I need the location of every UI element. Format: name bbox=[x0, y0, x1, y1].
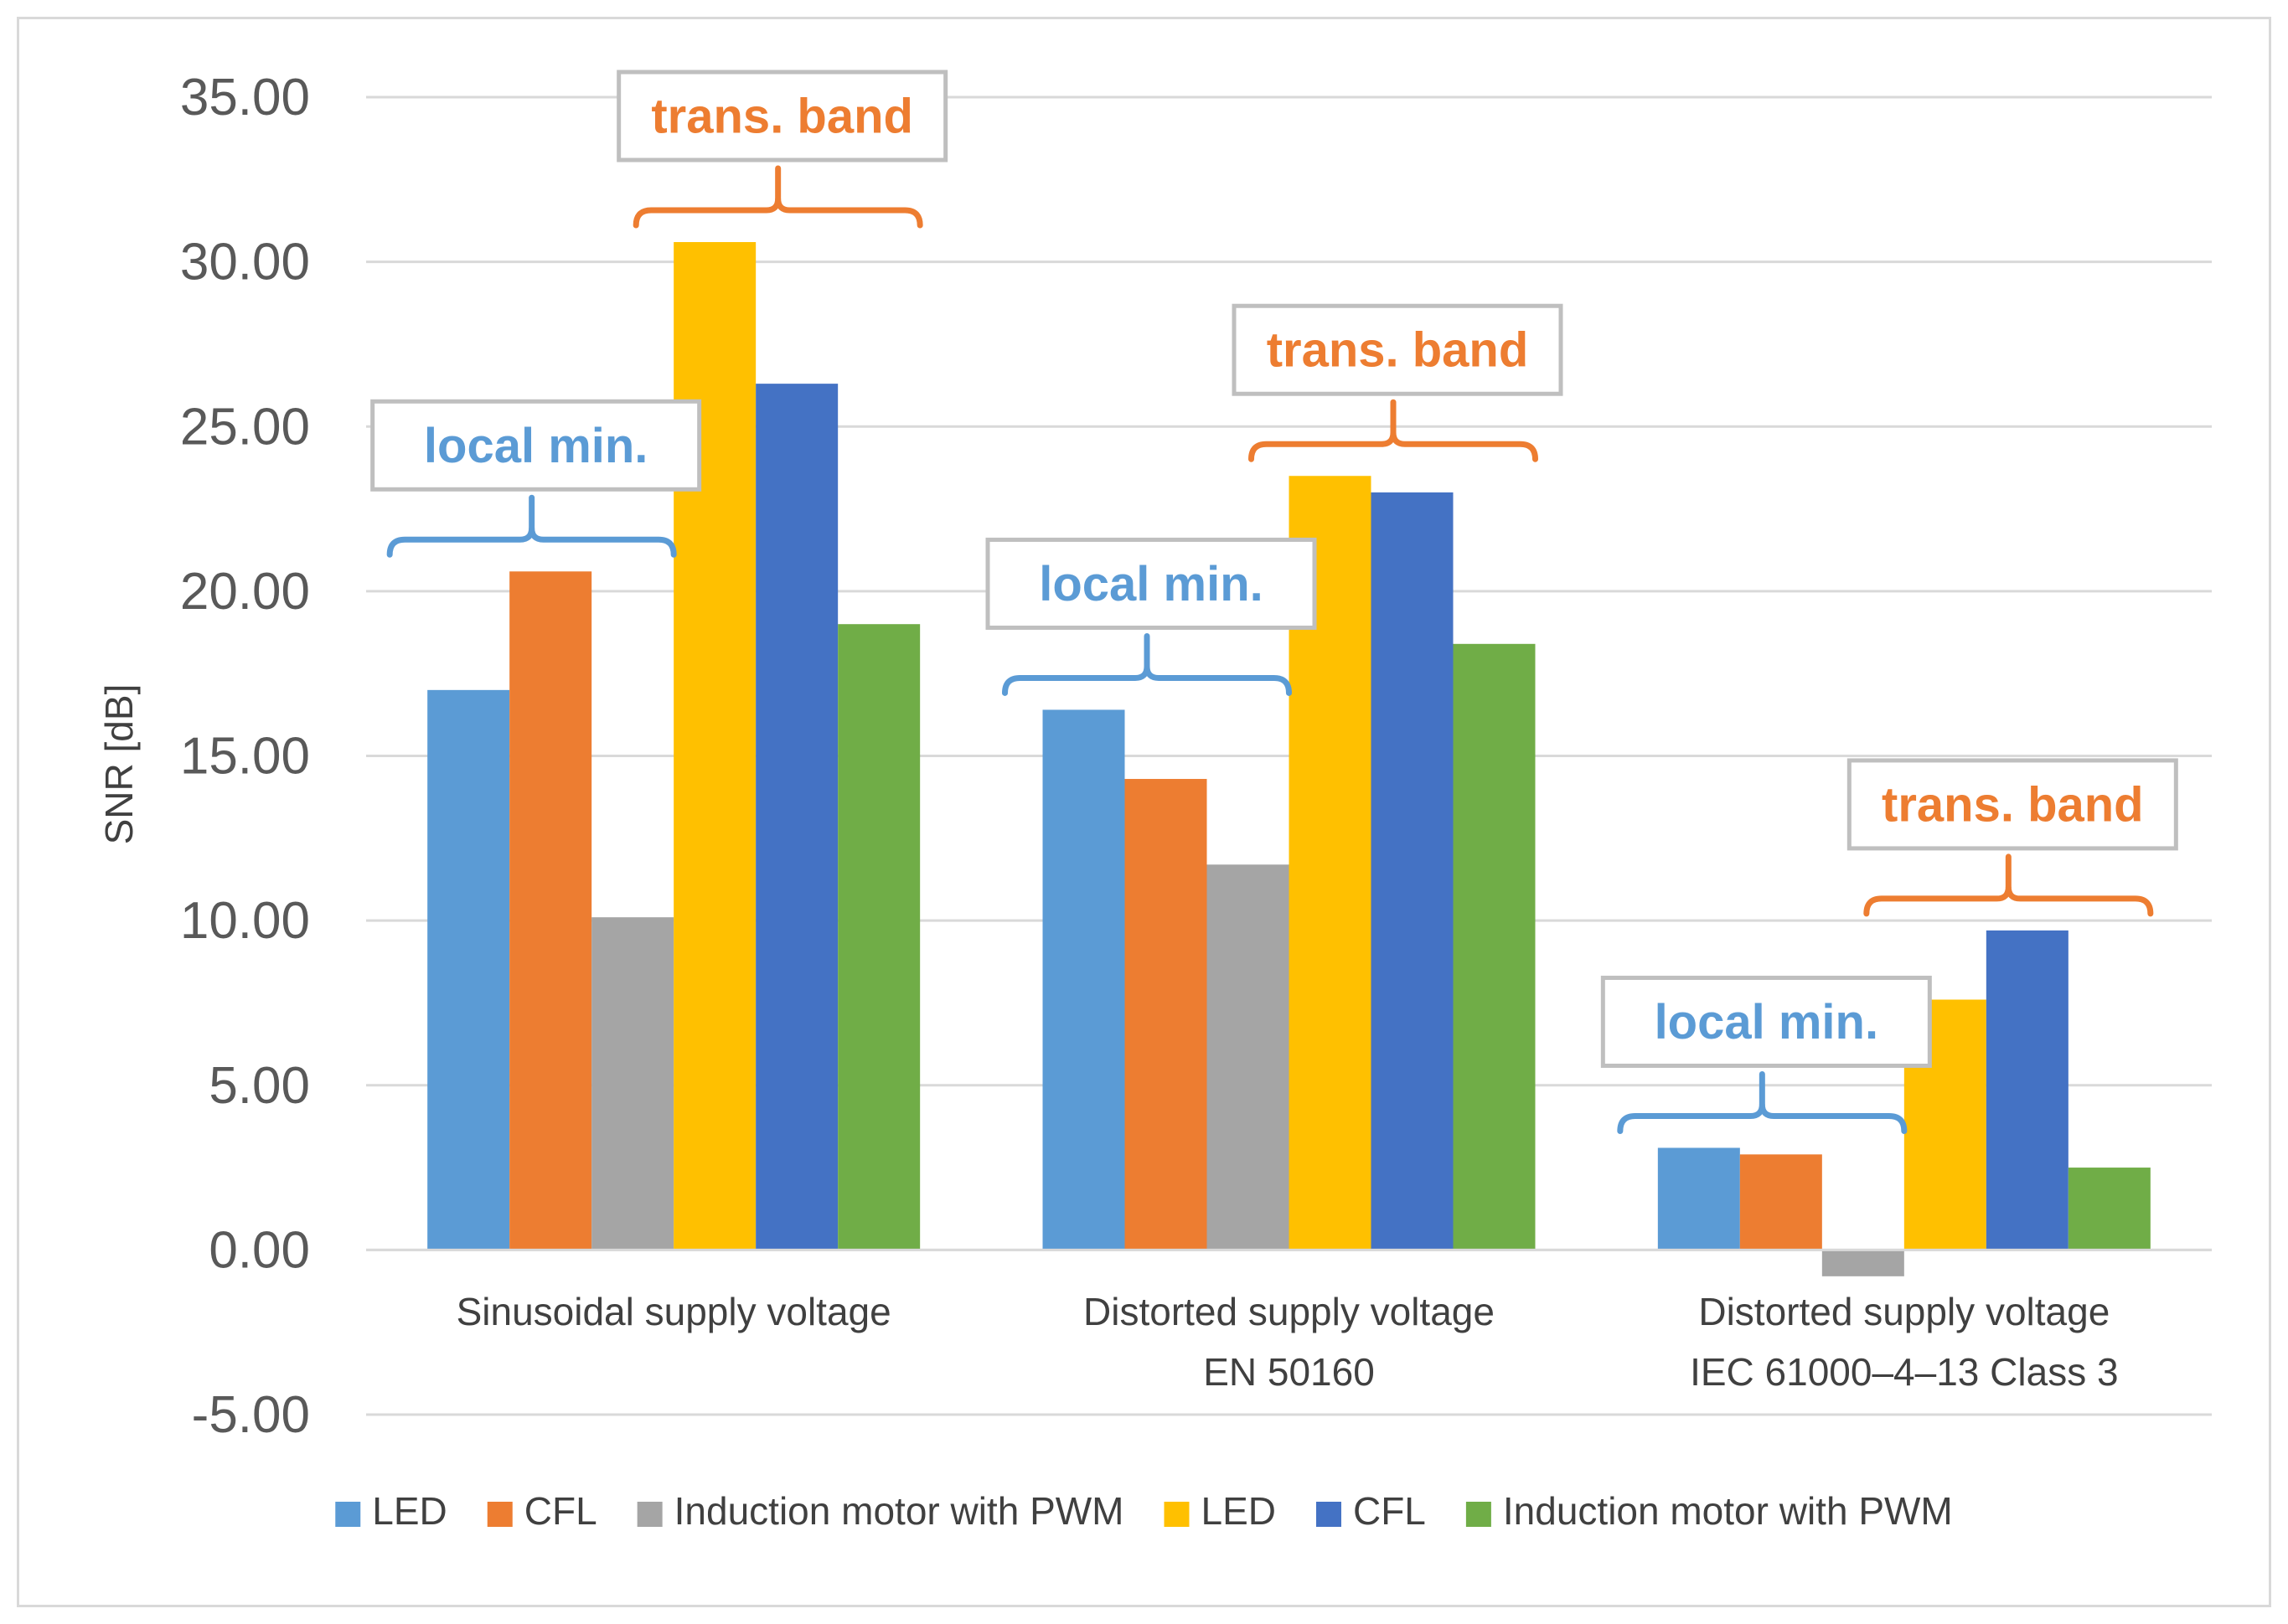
x-category-label: Distorted supply voltage bbox=[1698, 1290, 2110, 1333]
bar bbox=[756, 384, 839, 1250]
bar bbox=[1206, 864, 1289, 1250]
y-tick-label: 10.00 bbox=[180, 892, 310, 950]
legend-label: LED bbox=[372, 1489, 447, 1533]
bars bbox=[427, 242, 2151, 1276]
legend-label: CFL bbox=[524, 1489, 597, 1533]
x-category-label: Sinusoidal supply voltage bbox=[457, 1290, 891, 1333]
y-tick-label: 20.00 bbox=[180, 563, 310, 621]
bar bbox=[1986, 930, 2068, 1250]
y-tick-label: 25.00 bbox=[180, 398, 310, 456]
annotation-label: trans. band bbox=[651, 90, 913, 144]
legend-label: LED bbox=[1201, 1489, 1276, 1533]
annotation-label: local min. bbox=[424, 419, 648, 473]
legend-swatch bbox=[1465, 1502, 1491, 1527]
bar bbox=[1739, 1154, 1822, 1250]
bar bbox=[591, 917, 674, 1250]
bar bbox=[1371, 492, 1454, 1250]
bar bbox=[1657, 1147, 1740, 1250]
bar bbox=[2068, 1168, 2151, 1250]
annotation-box bbox=[617, 70, 948, 162]
annotation-bracket bbox=[1248, 432, 1538, 462]
bar bbox=[674, 242, 757, 1250]
legend-label: CFL bbox=[1353, 1489, 1426, 1533]
x-category-label: Distorted supply voltage bbox=[1083, 1290, 1495, 1333]
bar bbox=[427, 689, 510, 1250]
y-tick-label: 35.00 bbox=[180, 69, 310, 126]
annotation-bracket bbox=[633, 198, 923, 229]
legend-swatch bbox=[1164, 1502, 1190, 1527]
bar bbox=[1042, 709, 1125, 1250]
bar bbox=[1821, 1250, 1904, 1276]
y-tick-label: 5.00 bbox=[209, 1057, 310, 1115]
bar bbox=[1124, 779, 1207, 1250]
annotation-label: local min. bbox=[1655, 995, 1879, 1049]
annotation-box bbox=[985, 537, 1317, 630]
y-tick-label: 30.00 bbox=[180, 234, 310, 291]
annotation-bracket bbox=[1617, 1104, 1908, 1134]
annotation-bracket bbox=[1863, 886, 2154, 917]
x-category-label: IEC 61000–4–13 Class 3 bbox=[1690, 1350, 2118, 1394]
bar bbox=[838, 624, 921, 1250]
bar bbox=[1453, 643, 1536, 1250]
annotation-box bbox=[1232, 303, 1563, 396]
axes: 35.00 30.00 25.00 20.00 15.00 10.00 5.00 0.00 -5… bbox=[97, 69, 2212, 1444]
legend-swatch bbox=[1315, 1502, 1341, 1527]
annotation-label: trans. band bbox=[1267, 323, 1529, 378]
annotation-bracket bbox=[1002, 666, 1292, 696]
bar bbox=[509, 571, 592, 1250]
legend-swatch bbox=[335, 1502, 361, 1527]
legend: LED CFL Induction motor with PWM LED CFL Indu… bbox=[335, 1489, 1953, 1533]
y-tick-label: 0.00 bbox=[209, 1221, 310, 1279]
legend-swatch bbox=[487, 1502, 513, 1527]
legend-swatch bbox=[637, 1502, 663, 1527]
y-tick-label: -5.00 bbox=[192, 1386, 310, 1444]
annotation-box bbox=[1600, 975, 1932, 1068]
legend-label: Induction motor with PWM bbox=[1503, 1489, 1953, 1533]
annotations: local min. trans. band local min. trans. ba… bbox=[370, 70, 2178, 1134]
annotation-label: trans. band bbox=[1882, 777, 2144, 832]
annotation-box bbox=[370, 399, 702, 492]
y-axis-title: SNR [dB] bbox=[97, 684, 141, 845]
y-tick-label: 15.00 bbox=[180, 728, 310, 786]
x-category-label: EN 50160 bbox=[1203, 1350, 1375, 1394]
annotation-bracket bbox=[386, 528, 677, 558]
annotation-label: local min. bbox=[1039, 557, 1263, 611]
annotation-box bbox=[1846, 758, 2178, 851]
legend-label: Induction motor with PWM bbox=[674, 1489, 1124, 1533]
